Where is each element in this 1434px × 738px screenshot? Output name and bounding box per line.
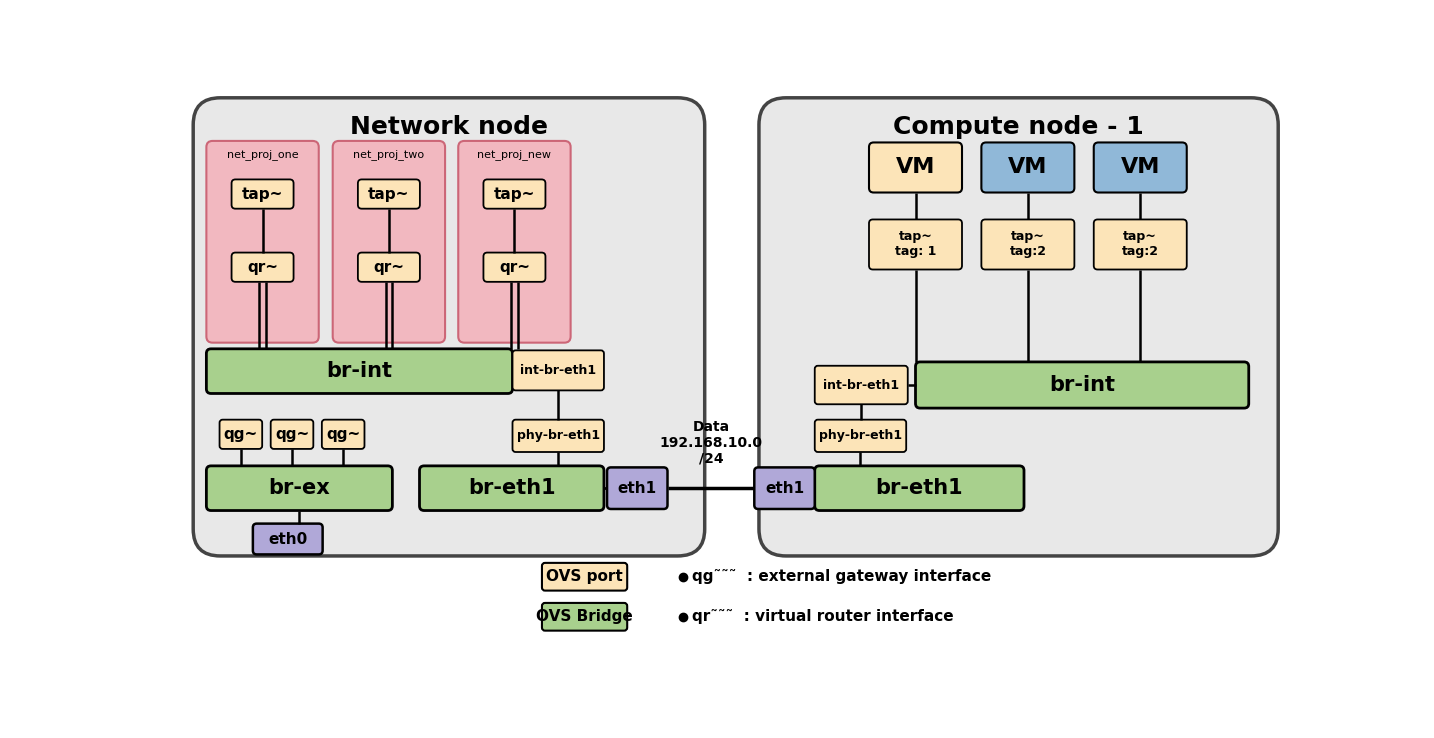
- FancyBboxPatch shape: [759, 98, 1278, 556]
- FancyBboxPatch shape: [231, 252, 294, 282]
- Text: tap~: tap~: [369, 187, 410, 201]
- Text: OVS port: OVS port: [546, 569, 622, 584]
- Text: net_proj_two: net_proj_two: [353, 149, 424, 160]
- Text: br-eth1: br-eth1: [467, 478, 555, 498]
- Text: phy-br-eth1: phy-br-eth1: [819, 430, 902, 442]
- Text: br-eth1: br-eth1: [876, 478, 964, 498]
- FancyBboxPatch shape: [333, 141, 445, 342]
- Text: eth1: eth1: [764, 480, 804, 496]
- Text: qr˜˜˜  : virtual router interface: qr˜˜˜ : virtual router interface: [693, 610, 954, 624]
- Text: tap~: tap~: [493, 187, 535, 201]
- FancyBboxPatch shape: [981, 142, 1074, 193]
- FancyBboxPatch shape: [981, 219, 1074, 269]
- Text: qr~: qr~: [373, 260, 404, 275]
- FancyBboxPatch shape: [915, 362, 1249, 408]
- FancyBboxPatch shape: [512, 351, 604, 390]
- Text: int-br-eth1: int-br-eth1: [823, 379, 899, 392]
- Text: qr~: qr~: [499, 260, 531, 275]
- Text: qg~: qg~: [275, 427, 310, 442]
- Text: Compute node - 1: Compute node - 1: [893, 115, 1144, 139]
- Text: eth1: eth1: [618, 480, 657, 496]
- FancyBboxPatch shape: [542, 563, 627, 590]
- Text: qr~: qr~: [247, 260, 278, 275]
- FancyBboxPatch shape: [206, 349, 512, 393]
- Text: br-ex: br-ex: [268, 478, 330, 498]
- Text: qg˜˜˜  : external gateway interface: qg˜˜˜ : external gateway interface: [693, 569, 991, 584]
- FancyBboxPatch shape: [459, 141, 571, 342]
- Text: tap~
tag:2: tap~ tag:2: [1121, 230, 1159, 258]
- FancyBboxPatch shape: [252, 523, 323, 554]
- FancyBboxPatch shape: [815, 420, 906, 452]
- FancyBboxPatch shape: [754, 467, 815, 509]
- FancyBboxPatch shape: [869, 142, 962, 193]
- Text: net_proj_new: net_proj_new: [478, 149, 552, 160]
- Text: tap~
tag: 1: tap~ tag: 1: [895, 230, 936, 258]
- FancyBboxPatch shape: [321, 420, 364, 449]
- FancyBboxPatch shape: [219, 420, 262, 449]
- Text: OVS Bridge: OVS Bridge: [536, 610, 632, 624]
- Text: tap~: tap~: [242, 187, 284, 201]
- Text: Network node: Network node: [350, 115, 548, 139]
- Text: br-int: br-int: [1050, 375, 1116, 395]
- FancyBboxPatch shape: [815, 466, 1024, 511]
- Text: qg~: qg~: [224, 427, 258, 442]
- FancyBboxPatch shape: [420, 466, 604, 511]
- Text: br-int: br-int: [327, 361, 393, 381]
- FancyBboxPatch shape: [206, 466, 393, 511]
- Text: net_proj_one: net_proj_one: [227, 149, 298, 160]
- Text: qg~: qg~: [326, 427, 360, 442]
- FancyBboxPatch shape: [815, 366, 908, 404]
- FancyBboxPatch shape: [206, 141, 318, 342]
- FancyBboxPatch shape: [512, 420, 604, 452]
- Text: VM: VM: [896, 157, 935, 177]
- FancyBboxPatch shape: [1094, 219, 1187, 269]
- FancyBboxPatch shape: [483, 252, 545, 282]
- Text: phy-br-eth1: phy-br-eth1: [516, 430, 599, 442]
- FancyBboxPatch shape: [194, 98, 704, 556]
- FancyBboxPatch shape: [358, 252, 420, 282]
- Text: Data
192.168.10.0
/24: Data 192.168.10.0 /24: [660, 420, 763, 466]
- FancyBboxPatch shape: [1094, 142, 1187, 193]
- Text: eth0: eth0: [268, 531, 307, 547]
- FancyBboxPatch shape: [869, 219, 962, 269]
- FancyBboxPatch shape: [231, 179, 294, 209]
- FancyBboxPatch shape: [542, 603, 627, 631]
- FancyBboxPatch shape: [483, 179, 545, 209]
- FancyBboxPatch shape: [607, 467, 667, 509]
- Text: tap~
tag:2: tap~ tag:2: [1010, 230, 1047, 258]
- Text: VM: VM: [1008, 157, 1048, 177]
- FancyBboxPatch shape: [271, 420, 313, 449]
- Text: VM: VM: [1120, 157, 1160, 177]
- Text: int-br-eth1: int-br-eth1: [521, 364, 597, 377]
- FancyBboxPatch shape: [358, 179, 420, 209]
